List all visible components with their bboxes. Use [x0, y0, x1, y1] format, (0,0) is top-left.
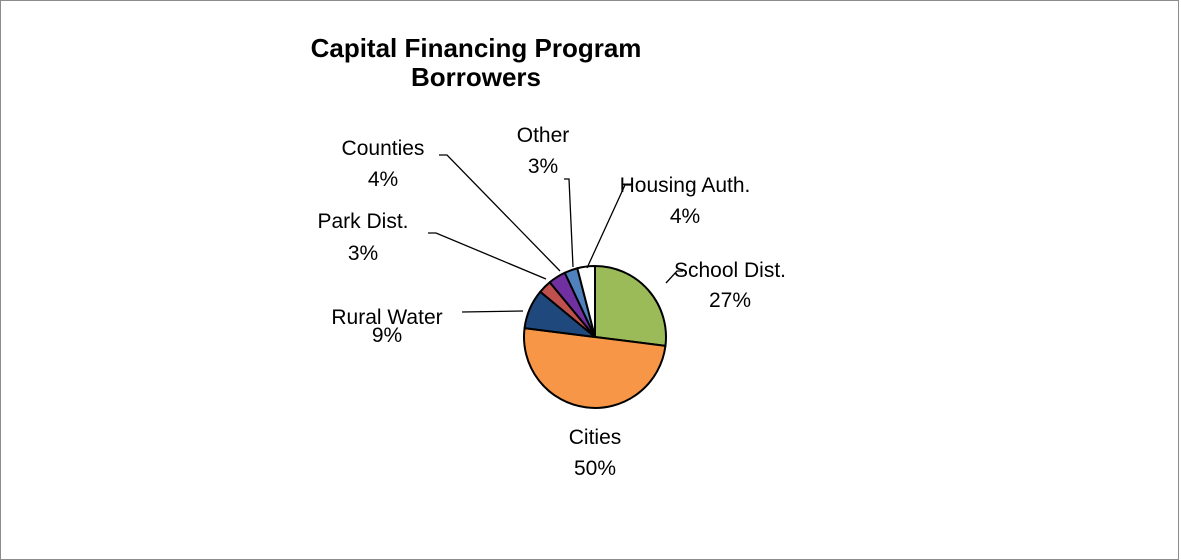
data-label-name-park-dist: Park Dist.: [317, 210, 408, 233]
data-label-name-rural-water: Rural Water: [331, 306, 442, 329]
data-label-name-counties: Counties: [342, 137, 425, 160]
data-label-value-cities: 50%: [574, 457, 616, 480]
data-label-value-rural-water: 9%: [372, 324, 402, 347]
data-label-value-counties: 4%: [368, 168, 398, 191]
leader-line-counties: [439, 154, 561, 272]
leader-line-other: [564, 178, 574, 268]
data-label-value-housing-auth: 4%: [670, 205, 700, 228]
data-label-value-other: 3%: [528, 155, 558, 178]
data-label-name-school-dist: School Dist.: [674, 259, 786, 282]
leader-line-rural-water: [461, 310, 524, 313]
data-label-value-school-dist: 27%: [709, 289, 751, 312]
chart-title: Capital Financing Program Borrowers: [1, 34, 951, 92]
data-label-name-cities: Cities: [569, 426, 622, 449]
leader-line-park-dist: [428, 232, 547, 280]
pie-slice-school-dist: [594, 265, 667, 347]
chart-title-line-1: Capital Financing Program: [310, 33, 642, 63]
data-label-value-park-dist: 3%: [348, 242, 378, 265]
data-label-name-housing-auth: Housing Auth.: [620, 174, 751, 197]
leader-line-school-dist: [665, 270, 683, 284]
leader-line-housing-auth: [586, 184, 631, 269]
pie-slices: [523, 265, 667, 409]
pie-slice-housing-auth: [576, 265, 596, 338]
pie-slice-cities: [523, 327, 667, 409]
data-label-name-other: Other: [517, 124, 570, 147]
chart-title-line-2: Borrowers: [410, 62, 542, 92]
